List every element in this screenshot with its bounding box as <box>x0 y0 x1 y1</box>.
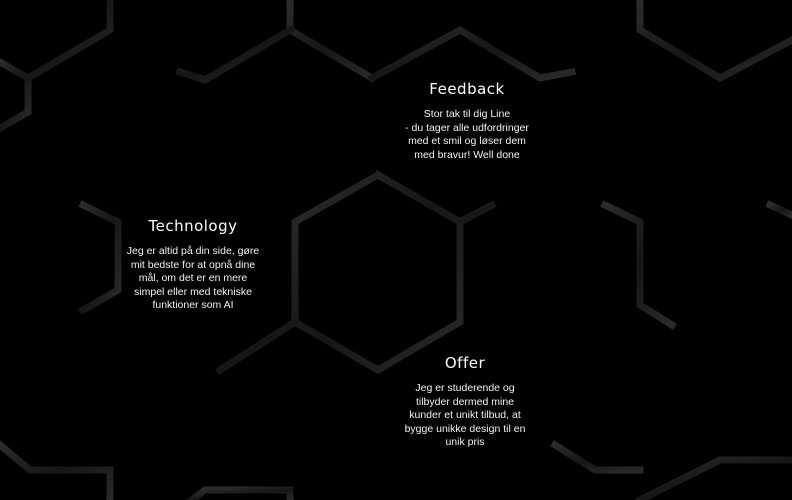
hex-edge <box>23 0 114 83</box>
feedback-section: Feedback Stor tak til dig Line - du tage… <box>387 80 547 162</box>
feedback-title: Feedback <box>429 80 505 98</box>
hex-edge <box>291 170 464 375</box>
hex-edge <box>215 317 300 375</box>
hex-edge <box>635 456 792 500</box>
technology-title: Technology <box>148 217 238 235</box>
technology-section: Technology Jeg er altid på din side, gør… <box>118 217 268 313</box>
offer-title: Offer <box>444 354 486 372</box>
technology-text: Jeg er altid på din side, gøre mit bedst… <box>126 245 260 311</box>
hex-edge <box>187 486 294 500</box>
offer-text: Jeg er studerende og tilbyder dermed min… <box>404 382 526 448</box>
feedback-text: Stor tak til dig Line - du tager alle ud… <box>405 108 529 161</box>
hex-edge <box>765 200 792 219</box>
hex-edge <box>286 0 377 83</box>
hex-edge <box>0 440 114 500</box>
hex-edge <box>175 25 295 84</box>
hex-edge <box>550 440 644 474</box>
offer-section: Offer Jeg er studerende og tilbyder derm… <box>390 354 540 450</box>
hex-edge <box>636 0 792 83</box>
hex-edge <box>455 200 497 227</box>
hex-edge <box>78 200 122 315</box>
hex-edge <box>367 25 577 83</box>
hex-edge <box>0 57 32 133</box>
hex-edge <box>600 200 677 330</box>
